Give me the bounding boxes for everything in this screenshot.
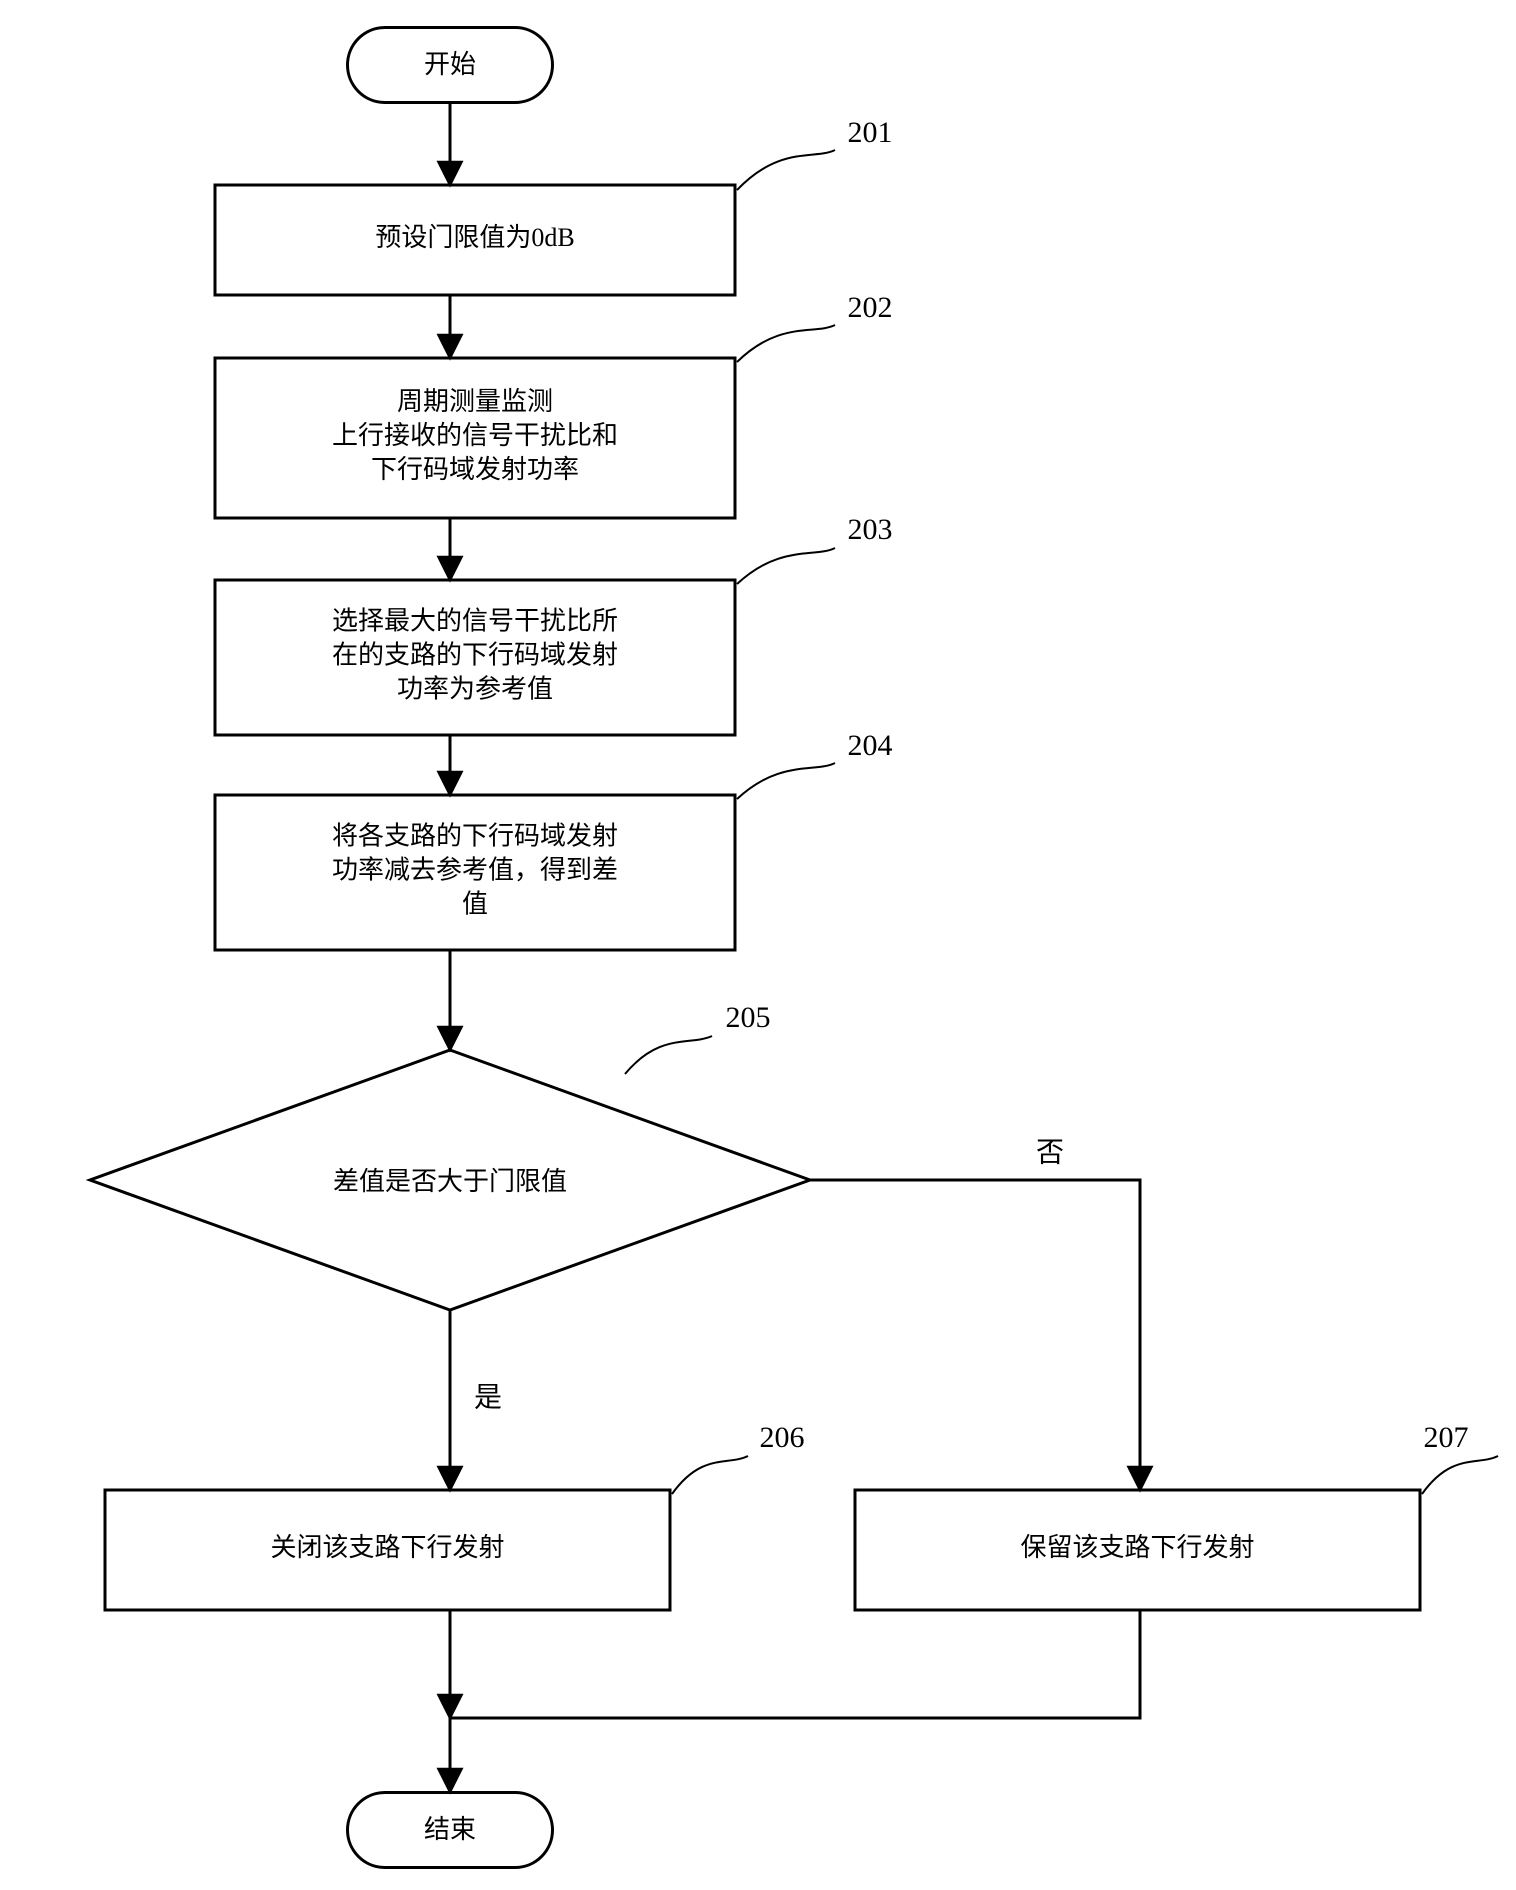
process-b203-line-2: 功率为参考值 <box>397 674 553 703</box>
label-b204: 204 <box>848 729 893 762</box>
process-b202-line-0: 周期测量监测 <box>397 387 553 416</box>
decision-205-text: 差值是否大于门限值 <box>333 1167 567 1196</box>
label-205: 205 <box>726 1001 771 1034</box>
label-b206: 206 <box>760 1421 805 1454</box>
process-b202-line-1: 上行接收的信号干扰比和 <box>332 421 618 450</box>
end-terminator-label: 结束 <box>424 1815 476 1844</box>
process-b206-line-0: 关闭该支路下行发射 <box>270 1533 504 1562</box>
label-b203: 203 <box>848 513 893 546</box>
label-b202: 202 <box>848 291 893 324</box>
decision-yes: 是 <box>474 1382 502 1413</box>
process-b203-line-0: 选择最大的信号干扰比所 <box>332 606 618 635</box>
process-b203-line-1: 在的支路的下行码域发射 <box>332 640 618 669</box>
process-b201-line-0: 预设门限值为0dB <box>375 223 574 252</box>
process-b204-line-2: 值 <box>462 889 488 918</box>
process-b204-line-1: 功率减去参考值，得到差 <box>332 855 618 884</box>
label-b201: 201 <box>848 116 893 149</box>
process-b207-line-0: 保留该支路下行发射 <box>1020 1533 1254 1562</box>
start-terminator-label: 开始 <box>424 50 476 79</box>
decision-no: 否 <box>1036 1137 1064 1168</box>
process-b202-line-2: 下行码域发射功率 <box>371 455 579 484</box>
process-b204-line-0: 将各支路的下行码域发射 <box>332 821 618 850</box>
label-b207: 207 <box>1424 1421 1469 1454</box>
